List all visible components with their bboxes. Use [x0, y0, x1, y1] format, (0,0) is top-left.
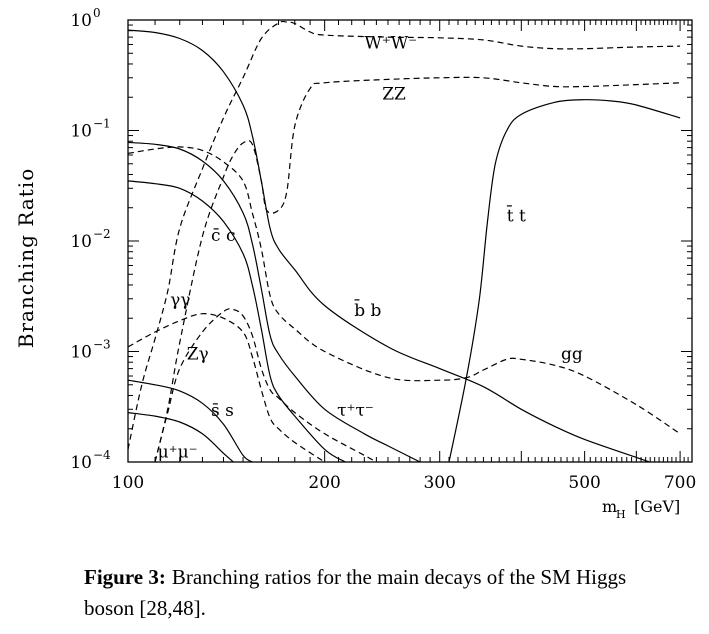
y-tick-label-base: 10 — [70, 11, 92, 31]
x-tick-label: 100 — [112, 473, 144, 493]
curve-cc — [128, 180, 346, 462]
curve-label-gg: gg — [561, 344, 583, 364]
x-tick-label: 300 — [423, 473, 455, 493]
curve-label-WW: W⁺W⁻ — [364, 34, 417, 54]
curve-WW — [128, 20, 681, 450]
y-axis-label: Branching Ratio — [14, 168, 38, 349]
caption-text: Branching ratios for the main decays of … — [84, 565, 627, 620]
x-axis-label: m H [GeV] — [602, 497, 680, 521]
curve-label-ss: s̄ s — [211, 401, 234, 421]
y-tick-label-exp: −2 — [93, 227, 111, 241]
y-tick-label-exp: −4 — [93, 448, 111, 462]
y-tick-label-base: 10 — [70, 453, 92, 473]
curve-tt — [448, 99, 681, 462]
curve-label-Zgam: Zγ — [187, 344, 209, 364]
curve-label-ZZ: ZZ — [382, 85, 406, 105]
y-tick-label-base: 10 — [70, 343, 92, 363]
x-axis-label-sub: H — [616, 508, 626, 521]
curve-bb — [128, 29, 652, 462]
curve-ss — [128, 379, 253, 462]
figure-caption: Figure 3: Branching ratios for the main d… — [84, 562, 644, 624]
curve-label-mumu: μ⁺μ⁻ — [158, 442, 198, 462]
y-tick-label-base: 10 — [70, 232, 92, 252]
curve-tautau — [128, 141, 421, 462]
curve-labels: W⁺W⁻ ZZ t̄ t c̄ c b̄ b γγ Zγ gg s̄ s τ⁺τ⁻ μ⁺μ⁻ — [158, 34, 583, 463]
x-tick-label: 700 — [664, 473, 696, 493]
curve-mumu — [128, 412, 234, 462]
y-tick-label: 10 0 — [70, 6, 100, 31]
y-tick-label: 10 −3 — [70, 338, 110, 363]
x-axis-label-main: m — [602, 497, 617, 516]
x-tick-label: 500 — [568, 473, 600, 493]
y-tick-label-exp: −1 — [93, 117, 111, 131]
curve-label-cc: c̄ c — [211, 226, 235, 246]
curve-gamgam — [128, 313, 326, 462]
curve-Zgam — [154, 308, 377, 462]
x-axis-label-unit: [GeV] — [634, 497, 680, 516]
plot-curves — [128, 20, 681, 462]
y-tick-label-exp: 0 — [93, 6, 101, 20]
curve-label-gamgam: γγ — [170, 291, 190, 311]
y-tick-label-base: 10 — [70, 122, 92, 142]
y-tick-label: 10 −2 — [70, 227, 110, 252]
y-tick-label-exp: −3 — [93, 338, 111, 352]
curve-label-bb: b̄ b — [354, 298, 381, 321]
y-tick-label: 10 −4 — [70, 448, 111, 473]
y-tick-label: 10 −1 — [70, 117, 110, 142]
caption-label: Figure 3: — [84, 565, 166, 589]
curve-gg — [128, 146, 681, 435]
x-tick-label: 200 — [308, 473, 340, 493]
curve-label-tautau: τ⁺τ⁻ — [337, 401, 374, 421]
curve-label-tt: t̄ t — [507, 204, 526, 227]
curve-ZZ — [154, 76, 681, 462]
